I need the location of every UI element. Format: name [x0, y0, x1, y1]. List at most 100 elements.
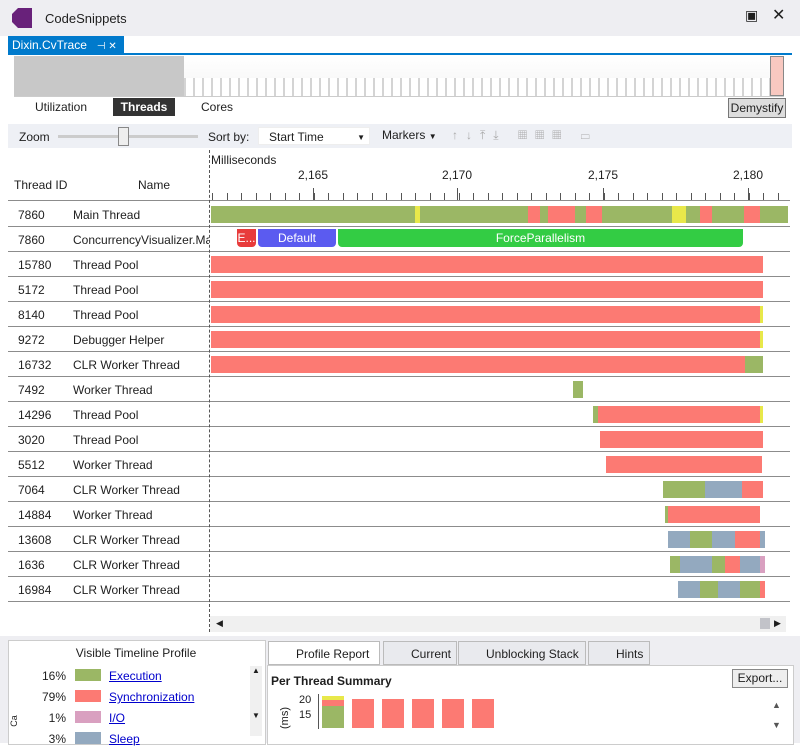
view-tab[interactable]: Threads	[113, 98, 175, 116]
thread-id: 3020	[18, 433, 45, 447]
thread-row[interactable]	[8, 402, 790, 427]
legend-swatch	[75, 669, 101, 681]
thread-id: 5512	[18, 458, 45, 472]
summary-bar	[322, 700, 344, 706]
thread-row[interactable]	[8, 377, 790, 402]
thread-row[interactable]	[8, 202, 790, 227]
marker-span[interactable]: E...	[237, 229, 256, 247]
thread-name: Worker Thread	[73, 383, 153, 397]
overview-graph	[184, 78, 774, 96]
thread-id: 14884	[18, 508, 52, 522]
tick-mark	[720, 193, 721, 200]
legend-link[interactable]: Sleep	[109, 732, 140, 746]
tick-mark	[457, 188, 458, 200]
state-bar	[668, 531, 690, 548]
thread-id: 15780	[18, 258, 52, 272]
tick-mark	[401, 193, 402, 200]
legend-swatch	[75, 732, 101, 744]
thread-row[interactable]	[8, 552, 790, 577]
thread-row[interactable]	[8, 327, 790, 352]
toolbar-icons: ↑↓⤒⤓ ▦▦▦ ▭	[452, 128, 598, 142]
thread-id: 16732	[18, 358, 52, 372]
tick-mark	[618, 193, 619, 200]
thread-row[interactable]	[8, 527, 790, 552]
state-bar	[700, 581, 718, 598]
thread-name: Debugger Helper	[73, 333, 165, 347]
percent: 1%	[48, 711, 66, 725]
state-bar	[663, 481, 705, 498]
tick-mark	[212, 193, 213, 200]
zoom-slider[interactable]	[118, 127, 129, 146]
tick-mark	[372, 193, 373, 200]
column-header[interactable]: Name	[138, 178, 171, 192]
report-scroll[interactable]: ▲ ▼	[772, 700, 781, 730]
thread-id: 7064	[18, 483, 45, 497]
app-title: CodeSnippets	[45, 11, 127, 26]
tick-label: 2,165	[297, 168, 329, 182]
y-unit: (ms)	[279, 707, 291, 729]
thread-row[interactable]	[8, 427, 790, 452]
tick-mark	[241, 193, 242, 200]
tick-mark	[589, 193, 590, 200]
thread-id: 7860	[18, 233, 45, 247]
view-tab[interactable]: Utilization	[35, 100, 88, 114]
thread-row[interactable]	[8, 252, 790, 277]
thread-row[interactable]	[8, 502, 790, 527]
tick-mark	[517, 193, 518, 200]
report-tab[interactable]: Current	[383, 641, 457, 665]
demystify-button[interactable]: Demystify	[728, 98, 786, 118]
tick-mark	[662, 193, 663, 200]
state-bar	[740, 556, 760, 573]
view-tab[interactable]: Cores	[201, 100, 234, 114]
markers-menu[interactable]: Markers ▼	[382, 128, 437, 142]
tick-mark	[488, 193, 489, 200]
export-button[interactable]: Export...	[732, 669, 788, 688]
tick-mark	[459, 193, 460, 200]
tick-mark	[604, 193, 605, 200]
tick-mark	[633, 193, 634, 200]
close-button[interactable]: ✕	[772, 7, 786, 24]
thread-row[interactable]	[8, 577, 790, 602]
tick-mark	[386, 193, 387, 200]
tick-mark	[227, 193, 228, 200]
report-tab[interactable]: Profile Report	[268, 641, 380, 665]
overview	[14, 56, 784, 97]
legend-link[interactable]: I/O	[109, 711, 126, 725]
thread-row[interactable]	[8, 277, 790, 302]
tick-mark	[778, 193, 779, 200]
thread-row[interactable]	[8, 302, 790, 327]
thread-row[interactable]	[8, 452, 790, 477]
tick-mark	[473, 193, 474, 200]
report-tab[interactable]: Unblocking Stack	[458, 641, 586, 665]
tick-mark	[270, 193, 271, 200]
column-header[interactable]: Thread ID	[14, 178, 68, 192]
thread-row[interactable]	[8, 477, 790, 502]
state-bar	[211, 256, 763, 273]
float-button[interactable]: ▣	[745, 7, 759, 23]
sort-value: Start Time	[269, 130, 324, 144]
tick-mark	[313, 188, 314, 200]
state-bar	[680, 556, 712, 573]
title-bar	[0, 0, 800, 36]
legend-link[interactable]: Synchronization	[109, 690, 195, 704]
axis-label: Milliseconds	[211, 153, 277, 167]
report-tab[interactable]: Hints	[588, 641, 650, 665]
sort-dropdown[interactable]: Start Time ▼	[258, 127, 370, 145]
marker-span[interactable]: Default	[258, 229, 336, 247]
thread-row[interactable]	[8, 352, 790, 377]
h-scrollbar[interactable]: ◀ ▶	[210, 616, 786, 632]
legend-link[interactable]: Execution	[109, 669, 162, 683]
state-bar	[760, 531, 765, 548]
thread-name: ConcurrencyVisualizer.Ma	[73, 233, 209, 247]
summary-bar	[352, 699, 374, 728]
state-bar	[573, 381, 583, 398]
tick-mark	[328, 193, 329, 200]
tick-mark	[748, 188, 749, 200]
y-tick: 15	[299, 709, 312, 721]
thread-row[interactable]	[8, 227, 790, 252]
marker-span[interactable]: ForceParallelism	[338, 229, 743, 247]
document-tab[interactable]: Dixin.CvTrace ⊣ ✕	[8, 36, 124, 53]
thread-id: 8140	[18, 308, 45, 322]
v-scrollbar[interactable]: ▲ ▼	[250, 666, 262, 736]
thread-id: 5172	[18, 283, 45, 297]
